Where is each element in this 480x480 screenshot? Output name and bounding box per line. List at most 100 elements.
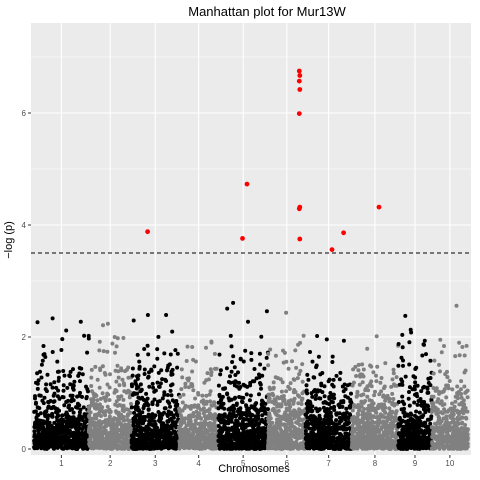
snp-point (108, 446, 113, 451)
snp-point (268, 387, 273, 392)
snp-point (393, 415, 398, 420)
snp-point (284, 389, 289, 394)
snp-point (76, 438, 81, 443)
snp-point (394, 375, 399, 380)
snp-point (231, 354, 236, 359)
snp-point (36, 429, 41, 433)
snp-point (221, 401, 226, 406)
snp-point (405, 437, 410, 442)
snp-point (62, 403, 67, 408)
snp-point (421, 385, 426, 390)
snp-point (224, 427, 229, 432)
snp-point (66, 436, 71, 441)
snp-point (138, 396, 143, 401)
snp-point (137, 429, 142, 434)
snp-point (71, 367, 75, 372)
snp-point (283, 402, 288, 407)
snp-point (396, 431, 401, 436)
snp-point (394, 409, 399, 414)
snp-point (376, 429, 381, 434)
snp-point (131, 432, 136, 437)
snp-point (187, 413, 192, 418)
snp-point (255, 436, 260, 441)
snp-point (88, 426, 93, 431)
snp-point (207, 392, 212, 397)
snp-point (278, 419, 283, 424)
snp-point (153, 388, 158, 393)
snp-point (287, 408, 292, 413)
snp-point (308, 408, 312, 413)
snp-point (367, 383, 372, 388)
snp-point (122, 383, 127, 388)
snp-point (369, 399, 374, 403)
snp-point (163, 429, 168, 434)
snp-point (334, 373, 339, 378)
snp-point (106, 392, 111, 397)
snp-point (228, 442, 233, 447)
snp-point (450, 387, 455, 392)
snp-point (361, 367, 366, 372)
snp-point (258, 381, 262, 385)
snp-point (413, 367, 418, 371)
snp-point (328, 417, 333, 422)
snp-point (205, 431, 209, 436)
snp-point (80, 444, 84, 449)
snp-point (158, 381, 163, 386)
snp-point (59, 442, 64, 447)
snp-point (337, 432, 342, 437)
snp-point (266, 446, 271, 451)
snp-point (163, 406, 168, 411)
snp-point (138, 382, 143, 387)
snp-point (85, 350, 90, 355)
snp-point (279, 389, 284, 394)
snp-point (50, 411, 55, 416)
snp-point (123, 369, 127, 374)
snp-point (201, 406, 206, 411)
snp-point (186, 385, 191, 390)
snp-point (120, 377, 125, 382)
snp-point (146, 375, 151, 380)
snp-point (161, 445, 166, 450)
snp-point (426, 439, 431, 444)
snp-point (284, 310, 289, 315)
snp-point (285, 427, 290, 432)
snp-point (317, 396, 322, 401)
snp-point (246, 434, 251, 439)
snp-point (273, 446, 278, 450)
snp-point (390, 409, 395, 414)
snp-point (296, 417, 301, 422)
snp-point (172, 429, 177, 434)
snp-point (152, 446, 157, 451)
snp-point (50, 385, 55, 390)
snp-point (327, 395, 332, 399)
snp-point (119, 434, 124, 439)
snp-point (40, 358, 45, 363)
snp-point (409, 439, 414, 444)
snp-point (98, 366, 103, 371)
snp-point (108, 372, 112, 377)
snp-point (52, 380, 57, 385)
snp-point (162, 393, 167, 397)
snp-point (144, 440, 149, 445)
snp-point (254, 407, 258, 412)
snp-point (95, 427, 100, 432)
snp-point (421, 446, 426, 451)
snp-point (155, 347, 160, 352)
snp-point (245, 440, 250, 445)
snp-point (35, 320, 40, 325)
snp-point (321, 400, 326, 405)
snp-point (282, 397, 287, 402)
snp-point (179, 438, 184, 443)
snp-point (334, 418, 339, 423)
snp-point (403, 313, 408, 318)
snp-point (199, 442, 204, 447)
snp-point (217, 352, 222, 357)
snp-point (130, 373, 135, 378)
snp-point (254, 442, 259, 446)
snp-point (319, 441, 323, 446)
snp-point (55, 359, 60, 364)
snp-point (237, 444, 242, 449)
snp-point (191, 445, 195, 450)
snp-point (280, 435, 285, 440)
snp-point (364, 424, 369, 429)
